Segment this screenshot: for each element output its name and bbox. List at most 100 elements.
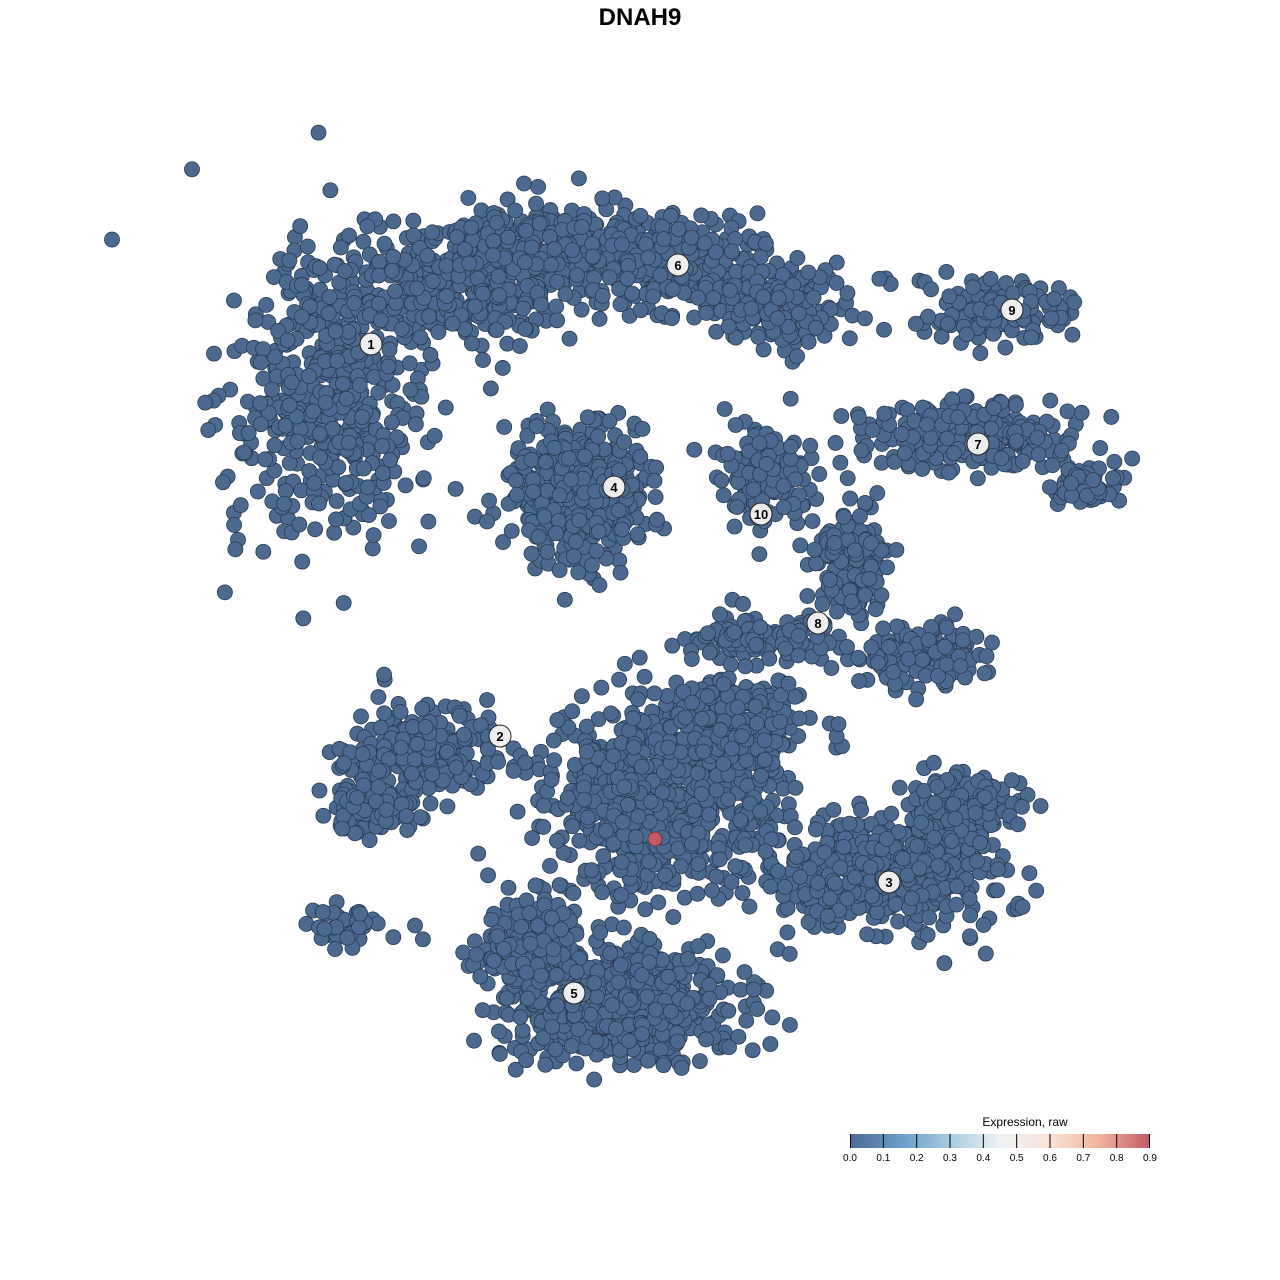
- data-point: [383, 414, 400, 431]
- data-point: [712, 606, 728, 623]
- data-point: [720, 318, 737, 335]
- data-point: [456, 726, 472, 743]
- data-point: [264, 381, 280, 398]
- data-point: [549, 712, 566, 728]
- data-point: [535, 797, 552, 814]
- data-point: [677, 709, 694, 726]
- data-point: [720, 791, 737, 808]
- data-point: [625, 739, 642, 756]
- data-point: [945, 445, 962, 462]
- data-point: [355, 233, 372, 250]
- data-point: [463, 219, 480, 236]
- data-point: [564, 818, 581, 835]
- data-point: [977, 945, 994, 962]
- data-point: [546, 752, 563, 769]
- data-point: [438, 257, 455, 274]
- data-point: [857, 494, 873, 511]
- data-point: [631, 649, 648, 666]
- data-point: [496, 419, 513, 435]
- data-point: [371, 254, 387, 270]
- data-point: [257, 451, 274, 468]
- data-point: [335, 375, 351, 392]
- data-point: [570, 564, 587, 581]
- data-point: [646, 472, 663, 489]
- data-point: [835, 509, 852, 525]
- data-point: [530, 178, 546, 195]
- data-point: [509, 803, 526, 820]
- data-point: [832, 454, 849, 471]
- data-point: [900, 650, 917, 667]
- data-point: [485, 247, 502, 264]
- data-point: [420, 513, 437, 530]
- data-point: [564, 242, 581, 259]
- data-point: [748, 636, 765, 653]
- data-point: [832, 859, 849, 876]
- data-point: [859, 926, 876, 943]
- data-point: [561, 330, 578, 347]
- data-point: [556, 591, 573, 608]
- data-point: [384, 262, 400, 279]
- data-point: [447, 480, 464, 497]
- data-point: [594, 884, 611, 901]
- data-point: [726, 624, 743, 641]
- data-point: [365, 527, 382, 544]
- data-point: [636, 668, 653, 685]
- data-point: [613, 854, 630, 871]
- data-point: [799, 588, 816, 604]
- data-point: [613, 236, 630, 253]
- data-point: [266, 349, 283, 365]
- data-point: [546, 241, 563, 257]
- data-point: [650, 894, 667, 911]
- data-point: [792, 537, 809, 554]
- data-point: [376, 666, 392, 683]
- data-point: [543, 771, 560, 788]
- data-point: [770, 290, 787, 306]
- data-point: [293, 308, 310, 325]
- data-point: [802, 437, 819, 454]
- data-point: [311, 425, 328, 442]
- data-point: [822, 890, 838, 907]
- data-point: [938, 619, 955, 636]
- data-point: [850, 649, 867, 666]
- data-point: [255, 341, 271, 357]
- data-point: [775, 499, 792, 516]
- data-point: [645, 288, 661, 305]
- data-point: [564, 703, 581, 720]
- data-point: [625, 710, 642, 727]
- data-point: [921, 909, 938, 926]
- data-point: [281, 397, 298, 414]
- data-point: [414, 700, 431, 717]
- data-point: [616, 655, 633, 672]
- data-point: [376, 235, 393, 252]
- data-point: [613, 887, 630, 903]
- data-point: [791, 710, 808, 727]
- data-point: [633, 758, 650, 775]
- data-point: [232, 497, 249, 514]
- data-point: [326, 524, 343, 541]
- data-point: [712, 722, 729, 738]
- data-point: [780, 675, 797, 692]
- data-point: [1106, 453, 1123, 470]
- data-point: [969, 470, 986, 487]
- data-point: [657, 867, 674, 884]
- data-point: [772, 713, 789, 730]
- data-point: [949, 409, 966, 426]
- data-point: [896, 445, 913, 462]
- data-point: [523, 545, 540, 562]
- data-point: [612, 296, 629, 313]
- data-point: [301, 298, 318, 315]
- data-point: [351, 377, 368, 393]
- data-point: [943, 833, 960, 849]
- data-point: [422, 347, 439, 363]
- data-point: [401, 355, 418, 372]
- data-point: [226, 292, 242, 309]
- data-point: [518, 222, 534, 239]
- data-point: [693, 207, 710, 224]
- data-point: [923, 429, 939, 446]
- data-point: [955, 632, 971, 649]
- data-point: [938, 656, 955, 673]
- data-point: [593, 679, 610, 696]
- data-point: [862, 859, 879, 876]
- data-point: [320, 305, 337, 322]
- data-point: [925, 754, 942, 771]
